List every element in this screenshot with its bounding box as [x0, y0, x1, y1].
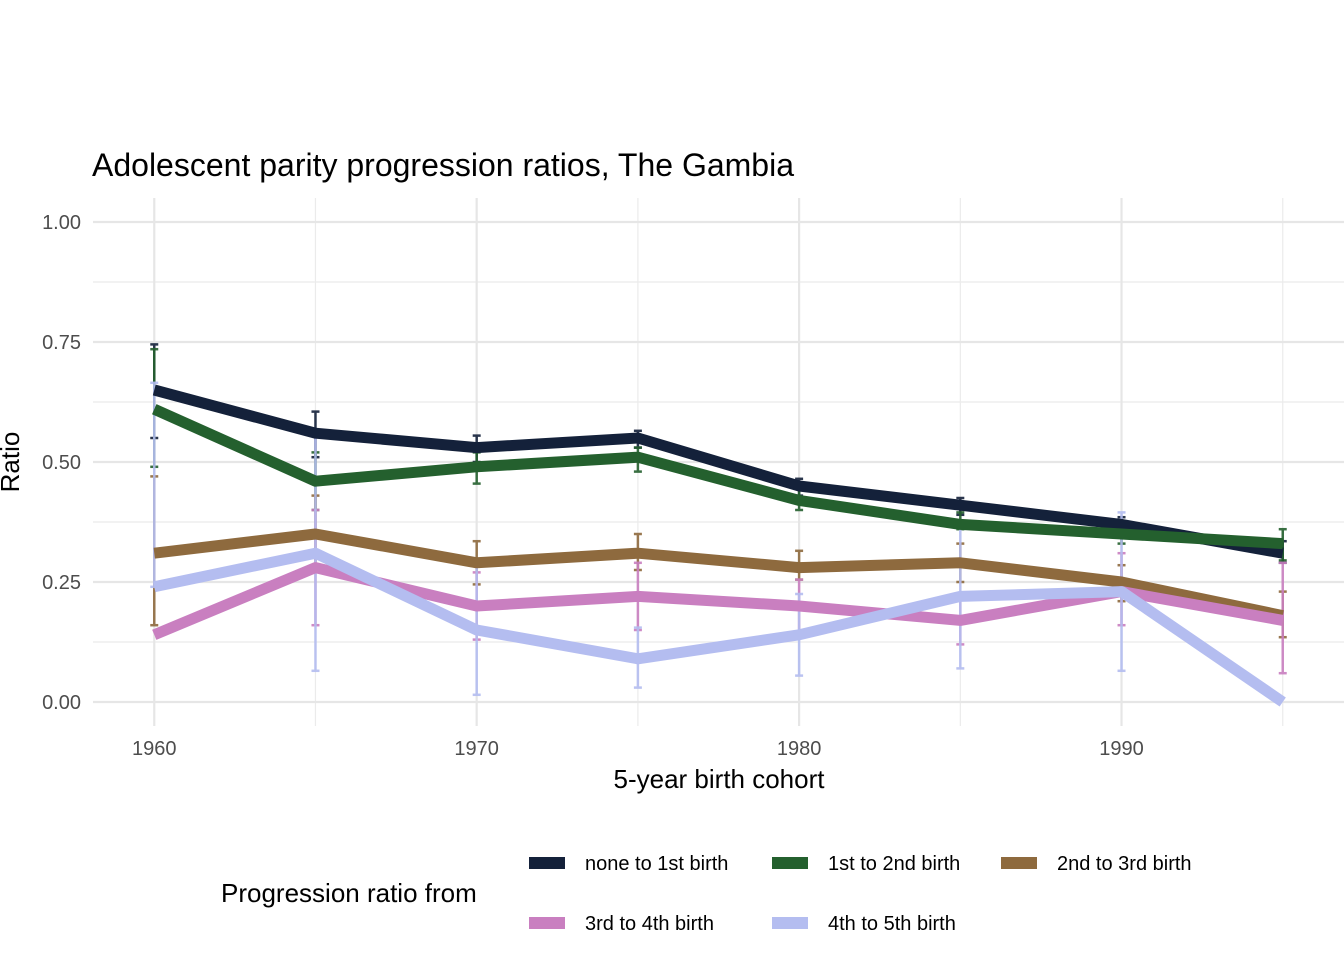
legend-title: Progression ratio from: [221, 878, 477, 908]
y-tick-label: 0.00: [42, 692, 81, 714]
series-line: [153, 547, 1286, 707]
legend-key: [529, 857, 565, 869]
legend-label: 2nd to 3rd birth: [1057, 853, 1192, 875]
legend-label: 1st to 2nd birth: [828, 853, 960, 875]
legend-label: 3rd to 4th birth: [585, 913, 714, 935]
y-tick-label: 0.50: [42, 452, 81, 474]
x-tick-label: 1970: [454, 738, 499, 760]
legend-key: [1001, 857, 1037, 869]
y-axis-title: Ratio: [0, 432, 25, 493]
legend-key: [529, 917, 565, 929]
y-axis-ticks: 0.00 0.25 0.50 0.75 1.00: [42, 212, 81, 714]
error-bar: [1278, 527, 1287, 562]
legend-key: [772, 917, 808, 929]
x-tick-label: 1980: [777, 738, 822, 760]
x-tick-label: 1990: [1099, 738, 1144, 760]
x-tick-label: 1960: [132, 738, 177, 760]
x-axis-title: 5-year birth cohort: [614, 764, 826, 794]
chart-title: Adolescent parity progression ratios, Th…: [92, 147, 794, 183]
series-line: [152, 404, 1284, 550]
legend-key: [772, 857, 808, 869]
series-lines: [152, 384, 1286, 707]
series-line: [152, 384, 1284, 559]
legend-label: none to 1st birth: [585, 853, 728, 875]
y-tick-label: 0.25: [42, 572, 81, 594]
y-tick-label: 0.75: [42, 332, 81, 354]
x-axis-ticks: 1960 1970 1980 1990: [132, 738, 1144, 760]
legend: Progression ratio from none to 1st birth…: [221, 853, 1192, 935]
y-tick-label: 1.00: [42, 212, 81, 234]
series-line: [153, 528, 1284, 621]
legend-label: 4th to 5th birth: [828, 913, 956, 935]
